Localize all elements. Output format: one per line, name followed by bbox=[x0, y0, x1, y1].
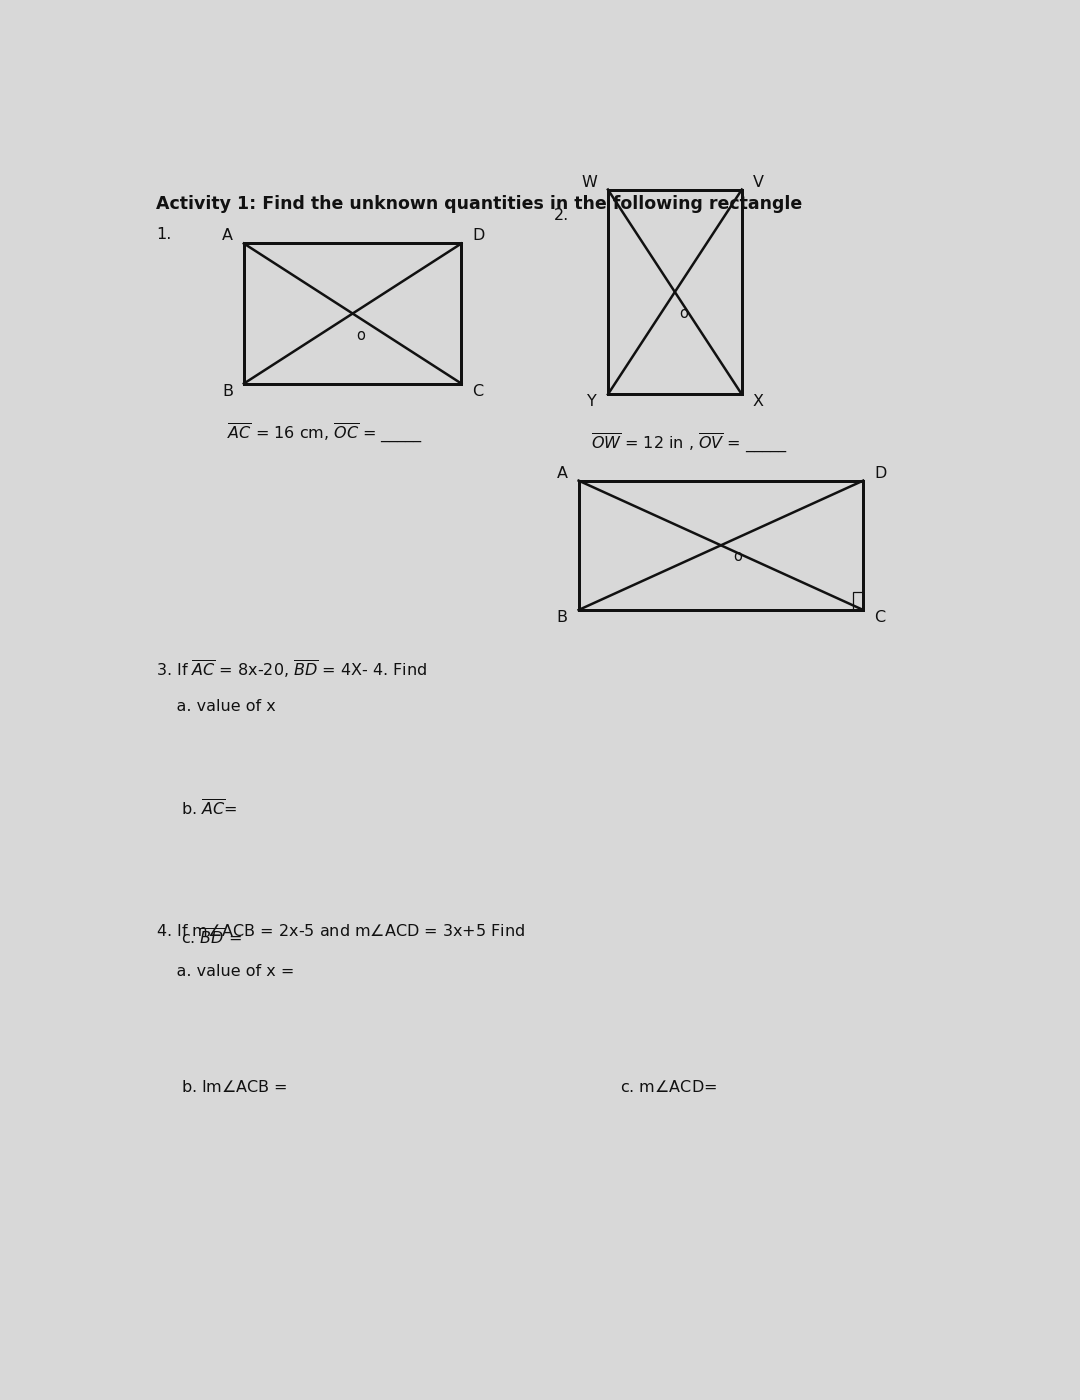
Text: b. Im$\angle$ACB =: b. Im$\angle$ACB = bbox=[181, 1079, 287, 1095]
Text: A: A bbox=[221, 228, 233, 244]
Text: $\overline{AC}$ = 16 cm, $\overline{OC}$ = _____: $\overline{AC}$ = 16 cm, $\overline{OC}$… bbox=[227, 421, 423, 445]
Text: V: V bbox=[753, 175, 764, 189]
Text: c. m$\angle$ACD=: c. m$\angle$ACD= bbox=[620, 1079, 717, 1095]
Text: 2.: 2. bbox=[554, 207, 569, 223]
Text: C: C bbox=[472, 384, 484, 399]
Text: a. value of x =: a. value of x = bbox=[156, 963, 294, 979]
Bar bbox=[579, 480, 863, 610]
Text: D: D bbox=[472, 228, 485, 244]
Text: c. $\overline{BD}$ =: c. $\overline{BD}$ = bbox=[181, 928, 242, 948]
Text: C: C bbox=[874, 610, 886, 624]
Text: a. value of x: a. value of x bbox=[156, 700, 275, 714]
Text: D: D bbox=[874, 466, 887, 480]
Bar bbox=[853, 592, 863, 610]
Text: 3. If $\overline{AC}$ = 8x-20, $\overline{BD}$ = 4X- 4. Find: 3. If $\overline{AC}$ = 8x-20, $\overlin… bbox=[156, 658, 427, 680]
Text: W: W bbox=[581, 175, 597, 189]
Bar bbox=[608, 189, 742, 395]
Text: $\overline{OW}$ = 12 in , $\overline{OV}$ = _____: $\overline{OW}$ = 12 in , $\overline{OV}… bbox=[591, 433, 787, 455]
Text: X: X bbox=[753, 395, 764, 409]
Text: 4. If m$\angle$ACB = 2x-5 and m$\angle$ACD = 3x+5 Find: 4. If m$\angle$ACB = 2x-5 and m$\angle$A… bbox=[156, 923, 525, 938]
Text: Activity 1: Find the unknown quantities in the following rectangle: Activity 1: Find the unknown quantities … bbox=[156, 195, 802, 213]
Text: B: B bbox=[556, 610, 568, 624]
Text: A: A bbox=[556, 466, 568, 480]
Text: o: o bbox=[679, 307, 688, 321]
Text: o: o bbox=[733, 549, 742, 564]
Text: Y: Y bbox=[588, 395, 597, 409]
Text: o: o bbox=[356, 328, 365, 343]
Text: B: B bbox=[221, 384, 233, 399]
Bar bbox=[244, 244, 461, 384]
Text: b. $\overline{AC}$=: b. $\overline{AC}$= bbox=[181, 798, 238, 819]
Text: 1.: 1. bbox=[156, 227, 172, 242]
